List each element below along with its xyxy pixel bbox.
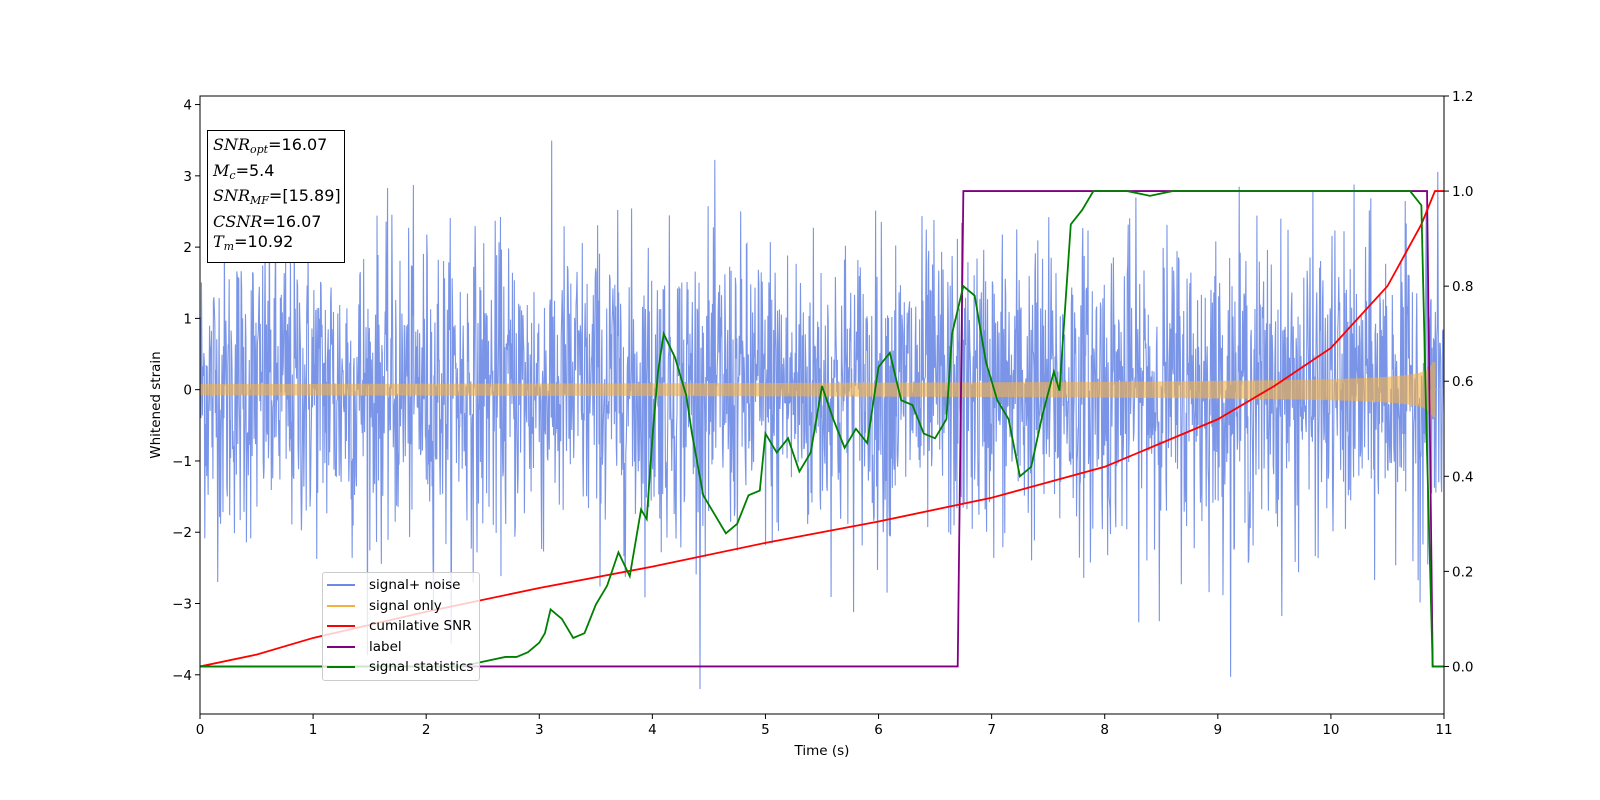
x-tick-label: 9 [1214,722,1223,738]
y-tick-label: 4 [183,98,192,114]
y-tick-label: 3 [183,169,192,185]
x-axis-label: Time (s) [794,743,850,759]
legend-item-signal-statistics: signal statistics [323,657,479,678]
annotation-tm: Tm=10.92 [213,232,294,253]
annotation-csnr: CSNR=16.07 [213,211,322,231]
y2-tick-label: 0.0 [1452,659,1473,675]
x-tick-label: 5 [761,722,770,738]
x-tick-label: 11 [1435,722,1452,738]
x-tick-label: 6 [874,722,883,738]
legend-swatch [327,604,355,607]
y2-tick-label: 1.2 [1452,89,1473,105]
y2-tick-label: 0.4 [1452,469,1473,485]
y-tick-label: 0 [183,383,192,399]
x-tick-label: 8 [1100,722,1109,738]
annotation-snr-opt: SNRopt=16.07 [213,135,328,156]
y-tick-label: −3 [172,597,192,613]
x-axis: 0 1 2 3 4 5 6 7 8 9 10 11 [196,714,1453,738]
legend-swatch [327,645,355,648]
series-signal-statistics [200,190,1444,668]
y-tick-label: 1 [183,311,192,327]
legend-swatch [327,666,355,669]
y2-tick-label: 0.2 [1452,564,1473,580]
y2-tick-label: 0.8 [1452,279,1473,295]
legend: signal+ noise signal only cumilative SNR… [322,572,480,681]
series-signal-only [200,362,1444,418]
x-tick-label: 0 [196,722,205,738]
legend-item-cumulative-snr: cumilative SNR [323,616,479,637]
y-axis: 4 3 2 1 0 −1 −2 −3 −4 [172,98,200,684]
y2-axis: 1.2 1.0 0.8 0.6 0.4 0.2 0.0 [1444,89,1473,675]
legend-item-signal-noise: signal+ noise [323,575,479,596]
x-tick-label: 1 [309,722,318,738]
y-tick-label: −1 [172,454,192,470]
annotation-snr-mf: SNRMF=[15.89] [213,186,341,207]
annotation-mc: Mc=5.4 [213,160,275,182]
y-tick-label: −2 [172,525,192,541]
legend-item-label: label [323,637,479,658]
x-tick-label: 2 [422,722,431,738]
x-tick-label: 3 [535,722,544,738]
y-axis-label: Whitened strain [148,351,164,458]
legend-item-signal-only: signal only [323,596,479,617]
legend-swatch [327,584,355,587]
series-signal-noise [200,140,1444,690]
y-tick-label: 2 [183,240,192,256]
y2-tick-label: 0.6 [1452,374,1473,390]
x-tick-label: 4 [648,722,657,738]
x-tick-label: 10 [1322,722,1339,738]
x-tick-label: 7 [987,722,996,738]
y-tick-label: −4 [172,668,192,684]
annotation-box: SNRopt=16.07 Mc=5.4 SNRMF=[15.89] CSNR=1… [207,130,345,263]
plot-frame [199,95,1445,715]
y2-tick-label: 1.0 [1452,184,1473,200]
legend-swatch [327,625,355,628]
